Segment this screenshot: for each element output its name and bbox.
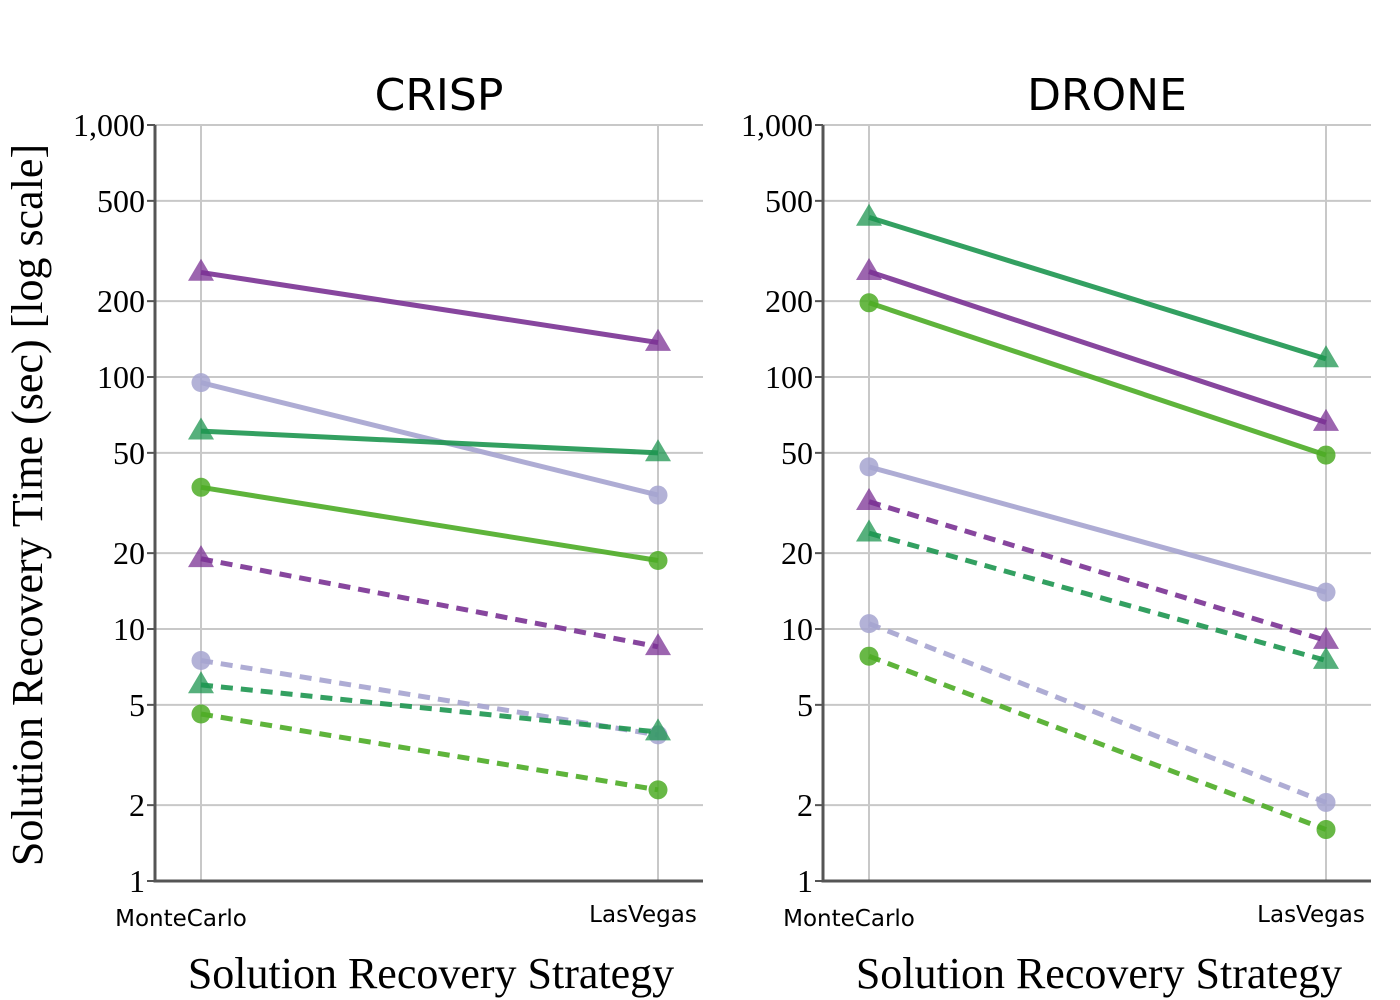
series-lightgreen-circle-solid xyxy=(859,293,1336,465)
data-point xyxy=(1316,820,1336,840)
series-line xyxy=(868,464,1327,595)
data-point xyxy=(859,614,879,634)
ytick-label: 1 xyxy=(797,863,813,899)
axes xyxy=(821,125,1371,883)
ytick-label: 10 xyxy=(781,611,813,647)
data-point xyxy=(191,477,211,497)
ytick-label: 200 xyxy=(97,283,145,319)
series-darkgreen-triangle-solid xyxy=(856,203,1339,368)
data-point xyxy=(645,718,671,741)
data-point xyxy=(188,258,214,281)
data-point xyxy=(859,293,879,313)
ytick-label: 1,000 xyxy=(73,107,145,143)
ytick-label: 5 xyxy=(129,687,145,723)
series-line xyxy=(200,484,659,563)
series-line xyxy=(868,300,1327,458)
data-point xyxy=(1313,626,1339,649)
data-point xyxy=(645,633,671,656)
xtick-label: MonteCarlo xyxy=(115,906,247,932)
series-lavender-circle-solid xyxy=(191,373,668,505)
chart-title: DRONE xyxy=(1027,70,1187,121)
series-line xyxy=(868,269,1327,425)
xtick-label: LasVegas xyxy=(1257,902,1365,928)
xtick-label: MonteCarlo xyxy=(783,906,915,932)
data-point xyxy=(188,417,214,440)
series-lavender-circle-dashed xyxy=(191,650,668,745)
panel-drone: 1 2 5 10 20 50 100 200 500 1,000 MonteCarlo LasVega… xyxy=(741,70,1371,998)
x-axis-label: Solution Recovery Strategy xyxy=(856,949,1342,998)
series-purple-triangle-solid xyxy=(188,258,671,351)
chart-title: CRISP xyxy=(375,70,504,121)
series-purple-triangle-dashed xyxy=(856,488,1339,649)
axes xyxy=(153,125,703,883)
series-line xyxy=(868,214,1327,362)
series-darkgreen-triangle-dashed xyxy=(856,519,1339,669)
data-point xyxy=(1313,345,1339,368)
data-point xyxy=(1316,582,1336,602)
data-point xyxy=(856,257,882,280)
panel-crisp: 1 2 5 10 20 50 100 200 500 1,000 MonteCarlo LasVega… xyxy=(73,70,703,998)
ytick-label: 1 xyxy=(129,863,145,899)
series-darkgreen-triangle-dashed xyxy=(188,671,671,741)
data-point xyxy=(648,550,668,570)
series-line xyxy=(200,380,659,498)
series-darkgreen-triangle-solid xyxy=(188,417,671,462)
series-line xyxy=(200,711,659,793)
series-line xyxy=(200,556,659,650)
series-lightgreen-circle-dashed xyxy=(859,646,1336,840)
data-point xyxy=(645,439,671,462)
ytick-label: 20 xyxy=(113,535,145,571)
data-point xyxy=(856,488,882,511)
series-lightgreen-circle-dashed xyxy=(191,704,668,800)
data-point xyxy=(1316,445,1336,465)
data-point xyxy=(1313,408,1339,431)
ytick-label: 50 xyxy=(781,435,813,471)
xtick-label: LasVegas xyxy=(589,902,697,928)
data-point xyxy=(191,650,211,670)
series-line xyxy=(868,653,1327,832)
series-purple-triangle-dashed xyxy=(188,545,671,656)
x-axis-label: Solution Recovery Strategy xyxy=(188,949,674,998)
data-point xyxy=(648,485,668,505)
data-point xyxy=(856,519,882,542)
data-point xyxy=(859,457,879,477)
series-lavender-circle-solid xyxy=(859,457,1336,602)
ytick-label: 5 xyxy=(797,687,813,723)
ytick-label: 1,000 xyxy=(741,107,813,143)
ytick-label: 20 xyxy=(781,535,813,571)
data-point xyxy=(1316,792,1336,812)
data-point xyxy=(1313,646,1339,669)
data-point xyxy=(648,780,668,800)
series-line xyxy=(200,269,659,346)
ytick-label: 100 xyxy=(97,359,145,395)
series-line xyxy=(200,682,659,735)
series-line xyxy=(868,621,1327,805)
series-lavender-circle-dashed xyxy=(859,614,1336,812)
series-purple-triangle-solid xyxy=(856,257,1339,431)
ytick-label: 200 xyxy=(765,283,813,319)
data-point xyxy=(856,203,882,226)
ytick-label: 50 xyxy=(113,435,145,471)
y-axis-label: Solution Recovery Time (sec) [log scale] xyxy=(3,144,52,866)
ytick-label: 2 xyxy=(129,787,145,823)
data-point xyxy=(191,373,211,393)
data-point xyxy=(859,646,879,666)
ytick-label: 500 xyxy=(765,183,813,219)
ytick-label: 100 xyxy=(765,359,813,395)
ytick-label: 2 xyxy=(797,787,813,823)
ytick-label: 10 xyxy=(113,611,145,647)
data-point xyxy=(188,671,214,694)
series-lightgreen-circle-solid xyxy=(191,477,668,570)
data-point xyxy=(191,704,211,724)
data-point xyxy=(188,545,214,568)
ytick-label: 500 xyxy=(97,183,145,219)
series-line xyxy=(200,428,659,456)
data-point xyxy=(645,328,671,351)
